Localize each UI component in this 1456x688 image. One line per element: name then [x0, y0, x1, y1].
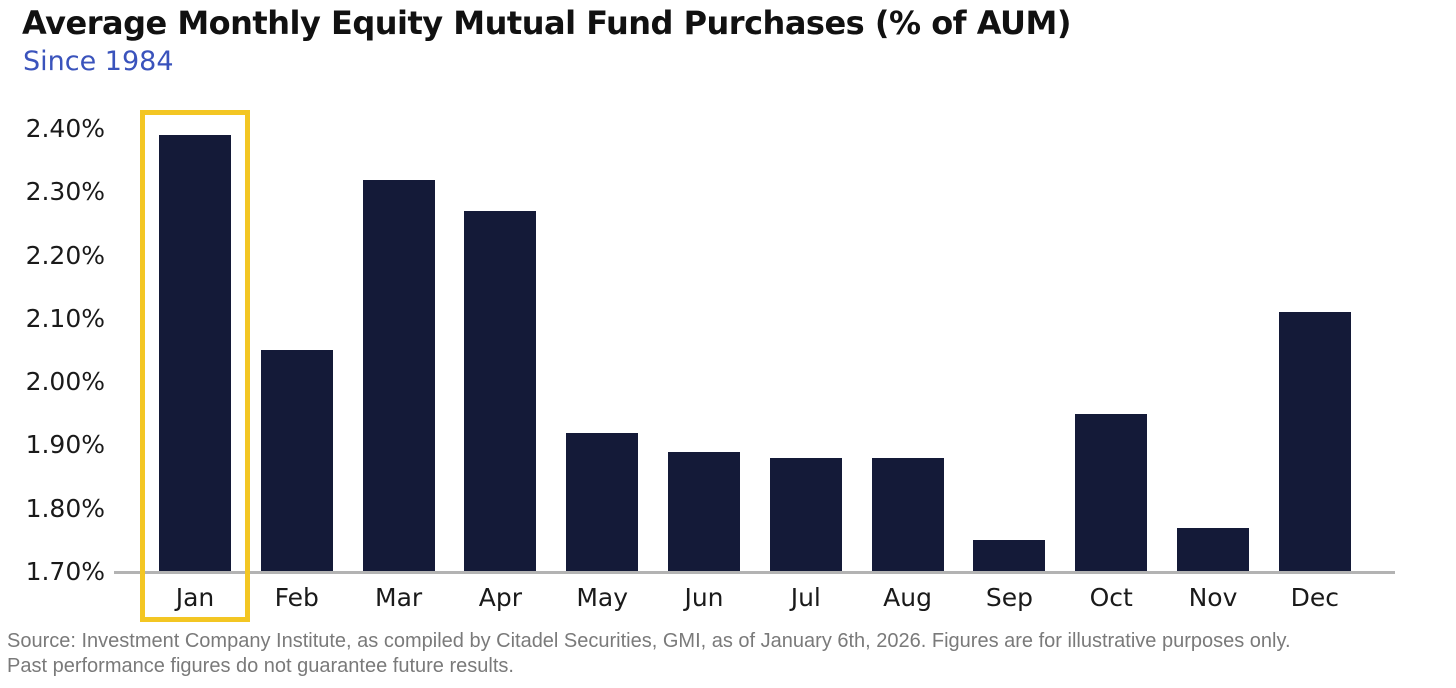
y-tick-2.30: 2.30%: [25, 177, 105, 207]
chart-title: Average Monthly Equity Mutual Fund Purch…: [22, 4, 1071, 42]
bar-mar: [362, 179, 435, 573]
bar-apr: [464, 211, 537, 573]
x-label-jan: Jan: [175, 583, 215, 612]
x-label-may: May: [576, 583, 629, 612]
bar-feb: [260, 350, 333, 573]
x-label-jun: Jun: [684, 583, 724, 612]
bar-dec: [1278, 312, 1351, 573]
x-label-oct: Oct: [1089, 583, 1133, 612]
bar-aug: [871, 458, 944, 573]
bar-nov: [1177, 527, 1249, 573]
x-label-apr: Apr: [478, 583, 523, 612]
y-tick-1.90: 1.90%: [25, 430, 105, 460]
x-label-feb: Feb: [274, 583, 319, 612]
y-tick-2.40: 2.40%: [25, 113, 105, 143]
y-tick-2.20: 2.20%: [25, 240, 105, 270]
x-axis-line: [114, 571, 1395, 574]
bar-sep: [973, 540, 1046, 573]
chart-subtitle: Since 1984: [23, 46, 174, 77]
x-label-mar: Mar: [375, 583, 423, 612]
bar-jul: [769, 458, 842, 573]
source-note: Source: Investment Company Institute, as…: [7, 629, 1291, 679]
bar-jun: [668, 451, 740, 573]
bar-may: [566, 432, 639, 573]
y-tick-1.80: 1.80%: [25, 493, 105, 523]
source-line-1: Source: Investment Company Institute, as…: [7, 630, 1291, 652]
x-label-sep: Sep: [985, 583, 1033, 612]
x-label-dec: Dec: [1290, 583, 1339, 612]
x-label-jul: Jul: [790, 583, 821, 612]
x-label-nov: Nov: [1188, 583, 1238, 612]
bar-oct: [1075, 413, 1148, 573]
bar-jan: [159, 135, 231, 573]
source-line-2: Past performance figures do not guarante…: [7, 655, 514, 677]
y-tick-2.10: 2.10%: [25, 303, 105, 333]
x-label-aug: Aug: [883, 583, 932, 612]
y-tick-1.70: 1.70%: [25, 557, 105, 586]
y-tick-2.00: 2.00%: [25, 367, 105, 397]
january-highlight-box: [140, 110, 250, 622]
